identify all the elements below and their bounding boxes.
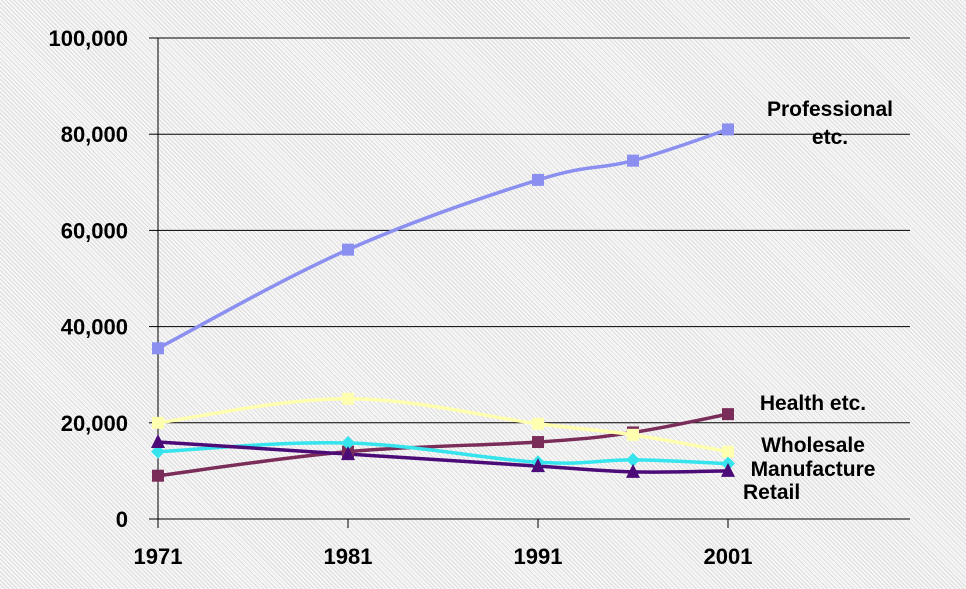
series-labels: Professional etc. Health etc. WholesaleManu… — [743, 98, 893, 504]
y-tick-label: 80,000 — [61, 122, 128, 147]
point-retail — [341, 446, 355, 461]
point-professional-etc — [152, 342, 164, 355]
point-wholesale — [722, 445, 734, 458]
x-tick-label: 1991 — [514, 544, 563, 569]
x-tick-label: 2001 — [704, 544, 753, 569]
series-line-professional-etc — [157, 127, 729, 350]
series-label-health-etc: Health etc. — [760, 392, 866, 415]
point-professional-etc — [342, 243, 354, 256]
x-tick-label: 1981 — [324, 544, 373, 569]
y-tick-label: 60,000 — [61, 218, 128, 243]
gridlines — [158, 37, 910, 424]
point-professional-etc — [627, 154, 639, 167]
point-wholesale — [152, 416, 164, 429]
point-wholesale — [532, 417, 544, 430]
series-label-retail: Retail — [743, 481, 800, 504]
point-professional-etc — [722, 123, 734, 136]
series-label-wholesale: Wholesale — [761, 434, 865, 457]
point-retail — [626, 463, 640, 478]
y-tick-label: 100,000 — [48, 26, 128, 51]
point-retail — [531, 458, 545, 473]
point-retail — [151, 434, 165, 449]
y-axis-tick-labels: 0 20,000 40,000 60,000 80,000 100,000 — [48, 26, 128, 532]
series-line-wholesale — [157, 396, 729, 454]
y-tick-label: 0 — [116, 507, 128, 532]
point-retail — [721, 462, 735, 477]
x-axis-tick-labels: 1971 1981 1991 2001 — [134, 544, 753, 569]
point-wholesale — [627, 428, 639, 441]
series-label-manufacture: Manufacture — [751, 458, 876, 481]
point-health-etc — [152, 469, 164, 482]
series-label-professional-etc: Professional — [767, 98, 893, 121]
point-manufacture — [341, 436, 355, 451]
series-lines — [157, 127, 729, 478]
point-manufacture — [151, 444, 165, 459]
point-health-etc — [532, 436, 544, 449]
x-tick-label: 1971 — [134, 544, 183, 569]
point-professional-etc — [532, 173, 544, 186]
point-manufacture — [626, 452, 640, 467]
point-health-etc — [722, 408, 734, 421]
y-tick-label: 40,000 — [61, 315, 128, 340]
series-markers — [151, 123, 735, 482]
point-wholesale — [342, 392, 354, 405]
series-line-manufacture — [157, 441, 729, 466]
y-tick-label: 20,000 — [61, 411, 128, 436]
series-line-retail — [157, 440, 729, 474]
series-label-professional-etc: etc. — [812, 126, 848, 149]
series-line-health-etc — [157, 412, 729, 478]
